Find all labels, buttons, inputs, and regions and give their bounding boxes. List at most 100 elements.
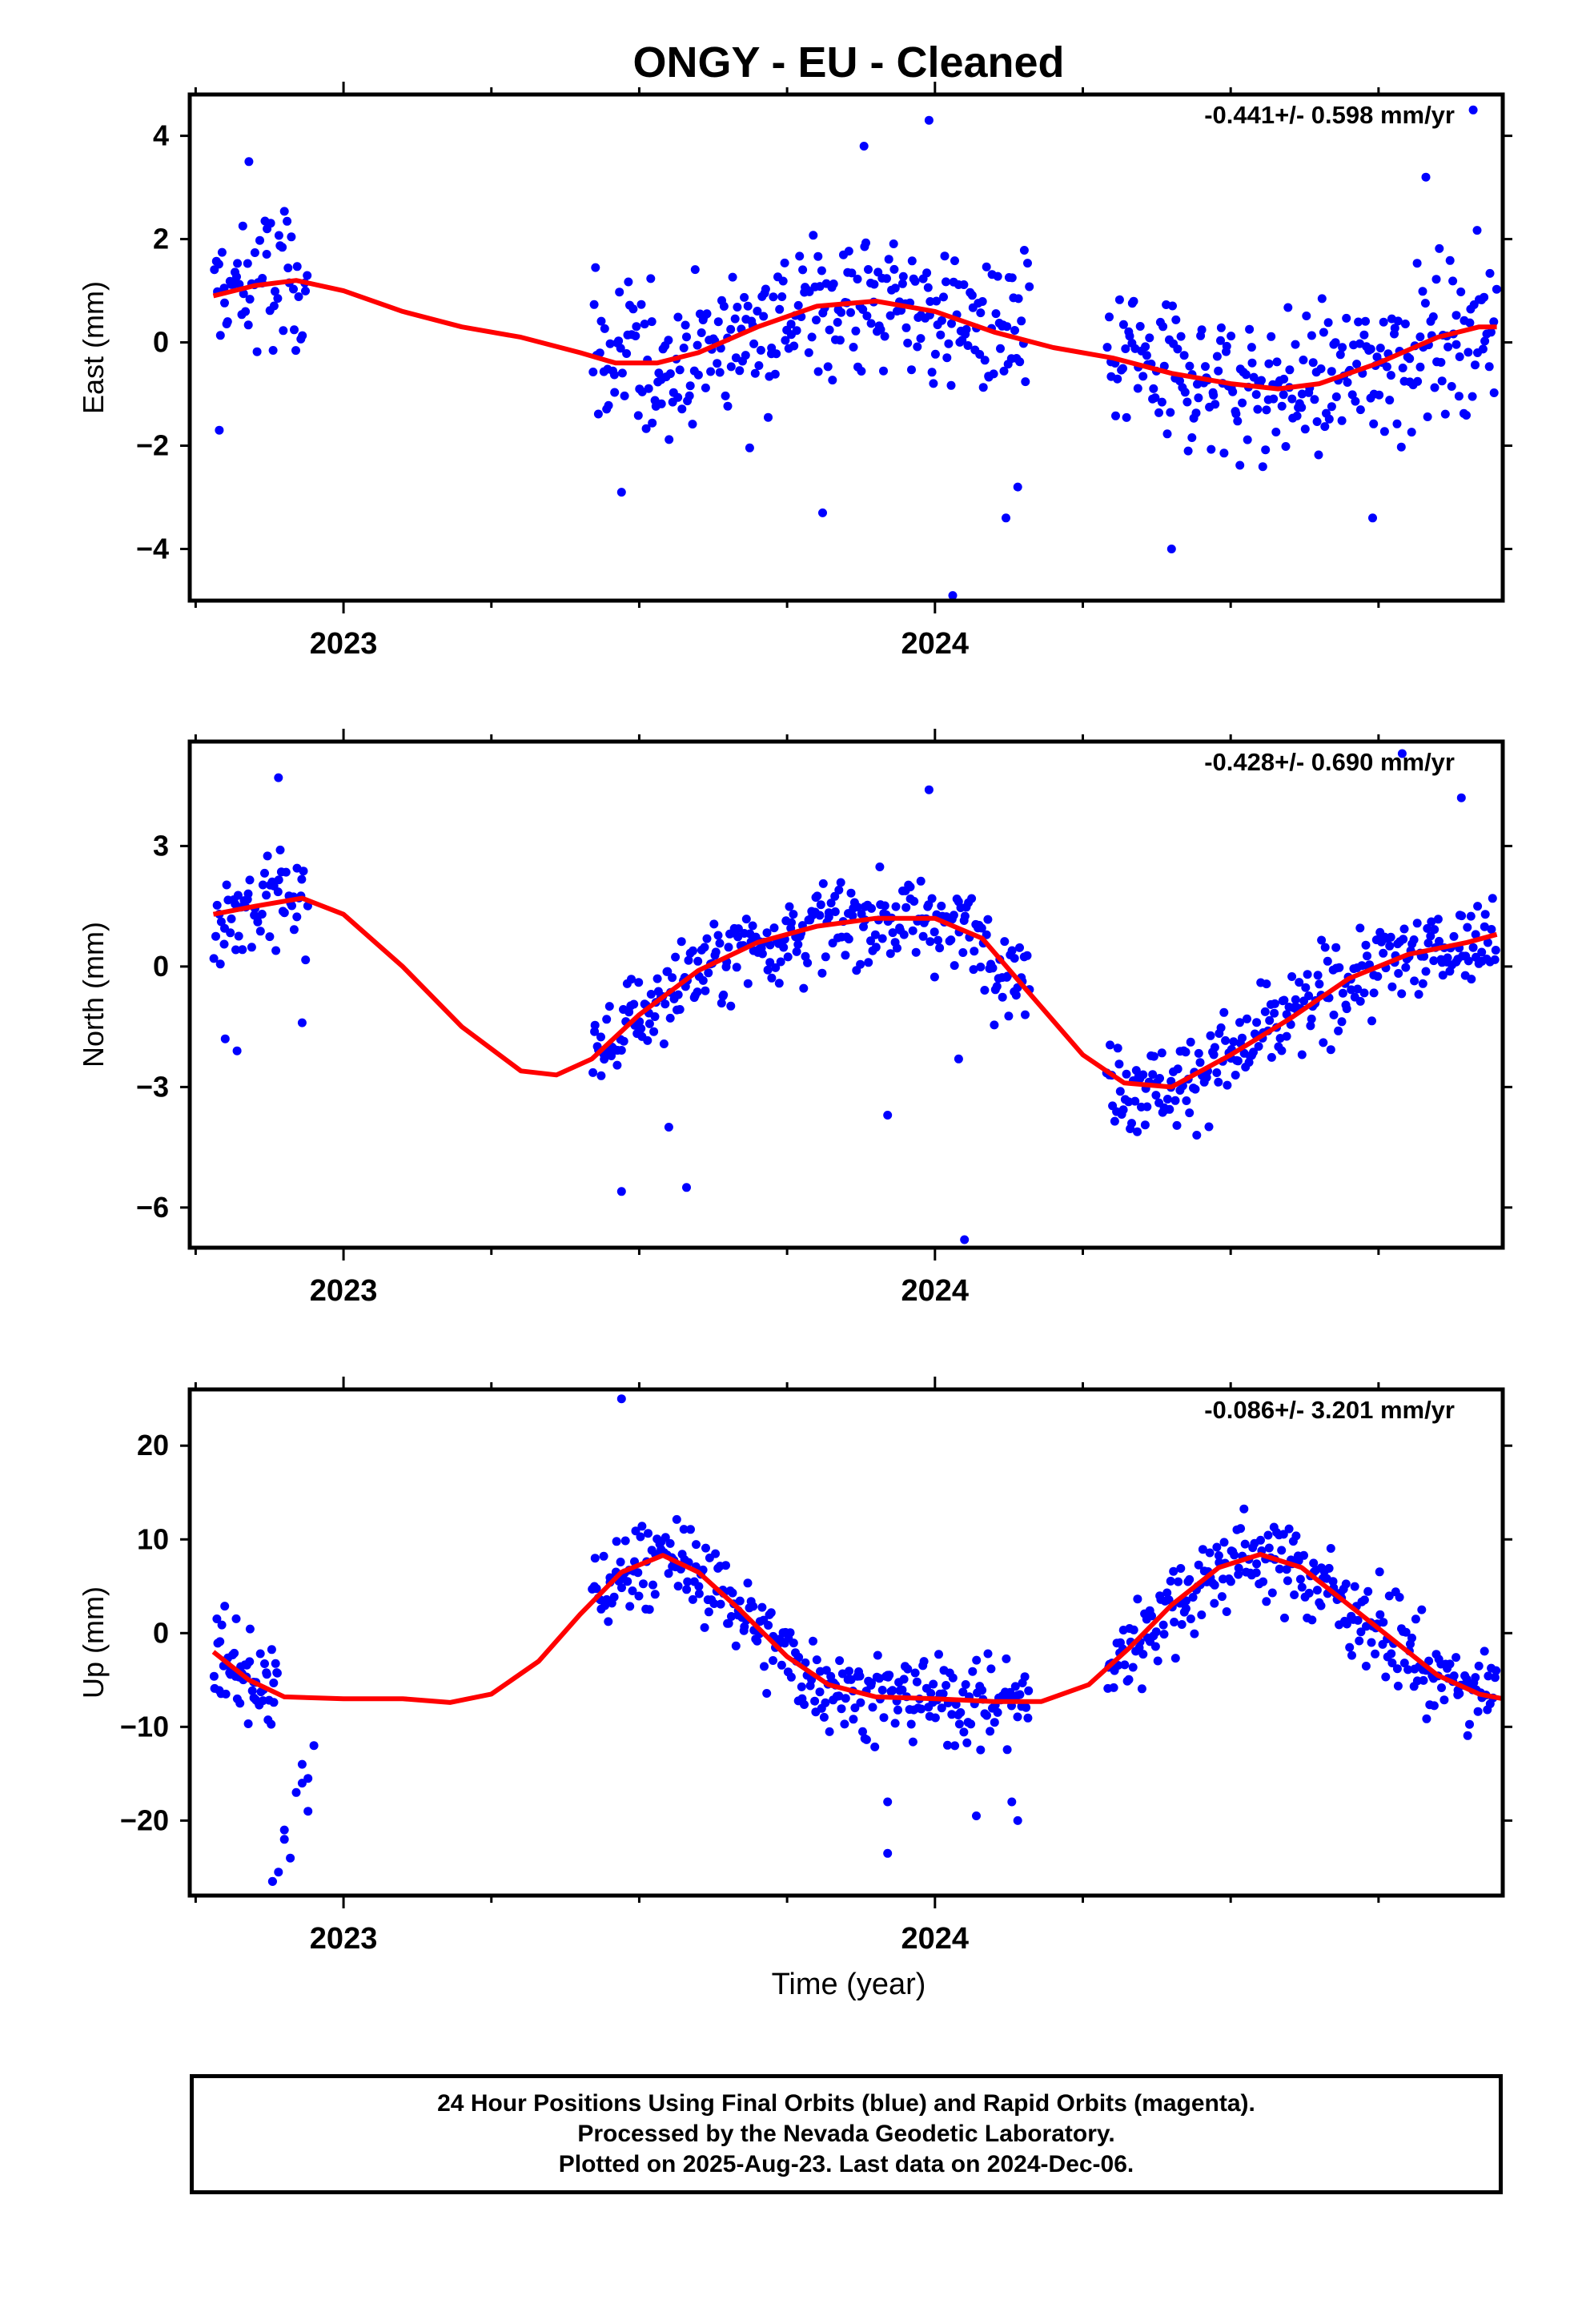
north-data-point: [815, 911, 825, 920]
north-points: [209, 749, 1500, 1244]
up-data-point: [1465, 1719, 1474, 1729]
east-data-point: [1323, 318, 1333, 328]
up-data-point: [797, 1682, 806, 1691]
north-data-point: [1331, 943, 1341, 952]
north-data-point: [700, 943, 709, 952]
east-data-point: [1418, 287, 1427, 296]
up-x-tick-label: 2024: [901, 1922, 970, 1956]
north-data-point: [765, 958, 775, 967]
east-data-point: [1351, 396, 1360, 406]
north-data-point: [253, 917, 263, 927]
north-data-point: [924, 785, 934, 794]
up-data-point: [1381, 1672, 1391, 1682]
east-data-point: [278, 243, 287, 252]
up-data-point: [1356, 1627, 1366, 1637]
north-data-point: [783, 952, 793, 962]
north-data-point: [1361, 940, 1371, 950]
east-data-point: [238, 221, 247, 231]
up-data-point: [644, 1529, 652, 1538]
north-data-point: [1238, 1033, 1247, 1043]
up-data-point: [637, 1522, 647, 1531]
north-data-point: [1287, 972, 1297, 981]
up-data-point: [590, 1554, 600, 1563]
north-data-point: [612, 1060, 622, 1070]
north-data-point: [289, 925, 299, 935]
north-data-point: [301, 955, 311, 965]
north-x-tick-label: 2024: [901, 1274, 970, 1308]
north-data-point: [1491, 946, 1500, 955]
east-data-point: [846, 308, 855, 317]
east-data-point: [1343, 378, 1352, 387]
east-data-point: [1423, 412, 1432, 421]
north-data-point: [1295, 978, 1304, 987]
east-data-point: [303, 271, 312, 280]
east-data-point: [1462, 411, 1471, 420]
up-data-point: [1449, 1671, 1459, 1681]
east-data-point: [255, 235, 264, 245]
east-data-point: [749, 339, 759, 348]
north-data-point: [673, 990, 683, 999]
east-data-point: [1355, 405, 1365, 415]
up-data-point: [961, 1680, 970, 1689]
east-data-point: [677, 404, 687, 414]
east-data-point: [273, 294, 283, 304]
north-data-point: [698, 975, 708, 985]
north-data-point: [602, 1015, 612, 1024]
up-data-point: [809, 1636, 817, 1646]
east-data-point: [243, 320, 253, 330]
east-data-point: [690, 265, 700, 275]
east-data-point: [932, 296, 942, 306]
east-frame: [187, 92, 1505, 603]
up-data-point: [849, 1715, 858, 1724]
east-data-point: [609, 370, 619, 380]
up-data-point: [1371, 1649, 1380, 1659]
east-data-point: [1292, 411, 1302, 420]
east-data-point: [1337, 416, 1347, 425]
north-data-point: [867, 903, 876, 913]
up-data-point: [1342, 1619, 1351, 1629]
up-data-point: [215, 1637, 225, 1647]
north-data-point: [901, 903, 911, 912]
east-data-point: [1299, 356, 1308, 364]
north-data-point: [1170, 1096, 1180, 1105]
north-data-point: [958, 948, 968, 957]
east-data-point: [214, 259, 223, 269]
north-data-point: [834, 885, 844, 895]
east-data-point: [1264, 359, 1274, 368]
up-data-point: [1212, 1542, 1222, 1552]
up-data-point: [1240, 1539, 1250, 1549]
east-data-point: [982, 262, 991, 271]
east-data-point: [996, 344, 1005, 353]
east-data-point: [1162, 429, 1172, 439]
east-data-point: [1279, 374, 1289, 384]
up-data-point: [1137, 1684, 1146, 1694]
up-data-point: [1422, 1714, 1431, 1723]
east-data-point: [857, 367, 866, 376]
north-data-point: [663, 967, 673, 976]
north-data-point: [1326, 1045, 1335, 1055]
up-data-point: [1234, 1563, 1243, 1573]
east-data-point: [1277, 401, 1287, 411]
east-data-point: [1369, 419, 1379, 428]
north-data-point: [1490, 955, 1500, 964]
north-data-point: [1473, 902, 1483, 911]
east-data-point: [289, 284, 298, 294]
east-data-point: [1173, 344, 1182, 354]
east-data-point: [1149, 384, 1158, 393]
up-data-point: [919, 1657, 929, 1667]
north-data-point: [1000, 937, 1010, 947]
north-data-point: [275, 845, 285, 854]
north-data-point: [1162, 1095, 1172, 1104]
up-data-point: [1375, 1567, 1384, 1577]
east-data-point: [245, 295, 255, 304]
east-data-point: [641, 424, 651, 433]
east-data-point: [1281, 442, 1291, 451]
up-data-point: [903, 1664, 913, 1674]
east-data-point: [1019, 246, 1029, 255]
east-data-point: [1430, 383, 1439, 392]
up-data-point: [274, 1868, 283, 1877]
north-data-point: [596, 1032, 605, 1042]
x-axis-label: Time (year): [772, 1968, 926, 2001]
up-data-point: [794, 1652, 804, 1662]
up-data-point: [1490, 1673, 1500, 1683]
